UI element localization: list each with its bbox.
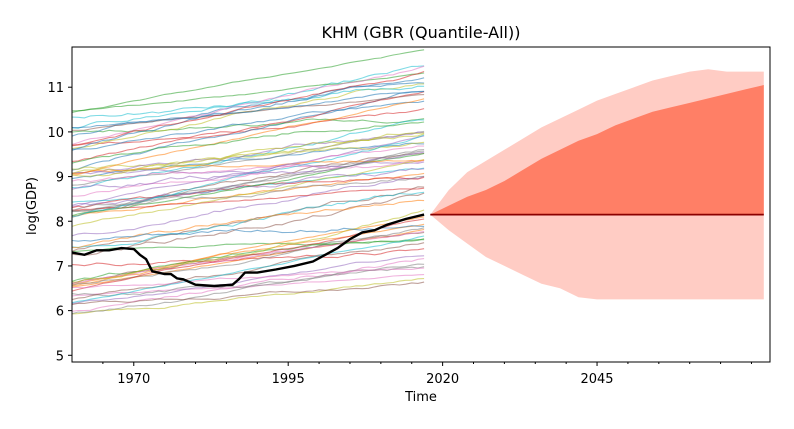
- background-series-line: [72, 141, 425, 170]
- background-series-line: [72, 263, 425, 315]
- y-tick-label: 9: [56, 171, 64, 186]
- background-series-line: [72, 186, 425, 252]
- background-series-line: [72, 150, 425, 213]
- axes: 5 6 7 8 9 10 11 1970 1995 2020 2045: [47, 46, 771, 387]
- background-series-line: [72, 131, 425, 175]
- y-tick-label: 7: [56, 260, 64, 275]
- background-series-line: [72, 82, 425, 151]
- background-series-line: [72, 90, 425, 171]
- background-series-line: [72, 65, 425, 129]
- y-tick-label: 6: [56, 305, 64, 320]
- background-series-line: [72, 65, 425, 145]
- background-series-line: [72, 159, 425, 227]
- background-series-line: [72, 121, 425, 164]
- background-series-line: [72, 133, 425, 177]
- background-series-line: [72, 192, 425, 256]
- background-series-line: [72, 187, 425, 211]
- background-series-line: [72, 235, 425, 304]
- background-series-line: [72, 278, 425, 315]
- background-series-line: [72, 159, 425, 183]
- background-series-line: [72, 151, 425, 190]
- background-series-line: [72, 100, 425, 150]
- plot-area: [72, 49, 764, 315]
- background-series-line: [72, 227, 425, 286]
- background-series-line: [72, 70, 425, 146]
- plot-frame: [71, 46, 771, 363]
- background-series-line: [72, 230, 425, 284]
- y-axis-label: log(GDP): [25, 177, 40, 235]
- y-tick-label: 10: [47, 126, 64, 141]
- background-series-line: [72, 145, 425, 197]
- background-series-line: [72, 225, 425, 242]
- background-series-line: [72, 175, 425, 237]
- background-series-line: [72, 98, 425, 176]
- background-series-line: [72, 267, 425, 289]
- background-series-line: [72, 91, 425, 162]
- x-axis-label: Time: [404, 390, 437, 405]
- background-series-line: [72, 90, 425, 129]
- background-series-line: [72, 255, 425, 305]
- khm-series-line: [72, 213, 425, 288]
- background-series-line: [72, 161, 425, 175]
- y-tick-label: 5: [56, 349, 64, 364]
- y-tick-label: 11: [47, 81, 64, 96]
- x-tick-label: 2045: [580, 372, 613, 387]
- background-series-line: [72, 176, 425, 209]
- x-tick-label: 1995: [272, 372, 305, 387]
- chart-title: KHM (GBR (Quantile-All)): [322, 23, 521, 42]
- forecast-inner-band: [430, 85, 764, 215]
- y-tick-label: 8: [56, 215, 64, 230]
- background-series-line: [72, 281, 425, 306]
- background-series-line: [72, 175, 425, 212]
- x-tick-label: 2020: [426, 372, 459, 387]
- background-series-line: [72, 49, 425, 114]
- background-series-line: [72, 85, 425, 119]
- background-series-line: [72, 248, 425, 267]
- background-series-line: [72, 238, 425, 282]
- background-series-line: [72, 209, 425, 283]
- x-tick-label: 1970: [117, 372, 150, 387]
